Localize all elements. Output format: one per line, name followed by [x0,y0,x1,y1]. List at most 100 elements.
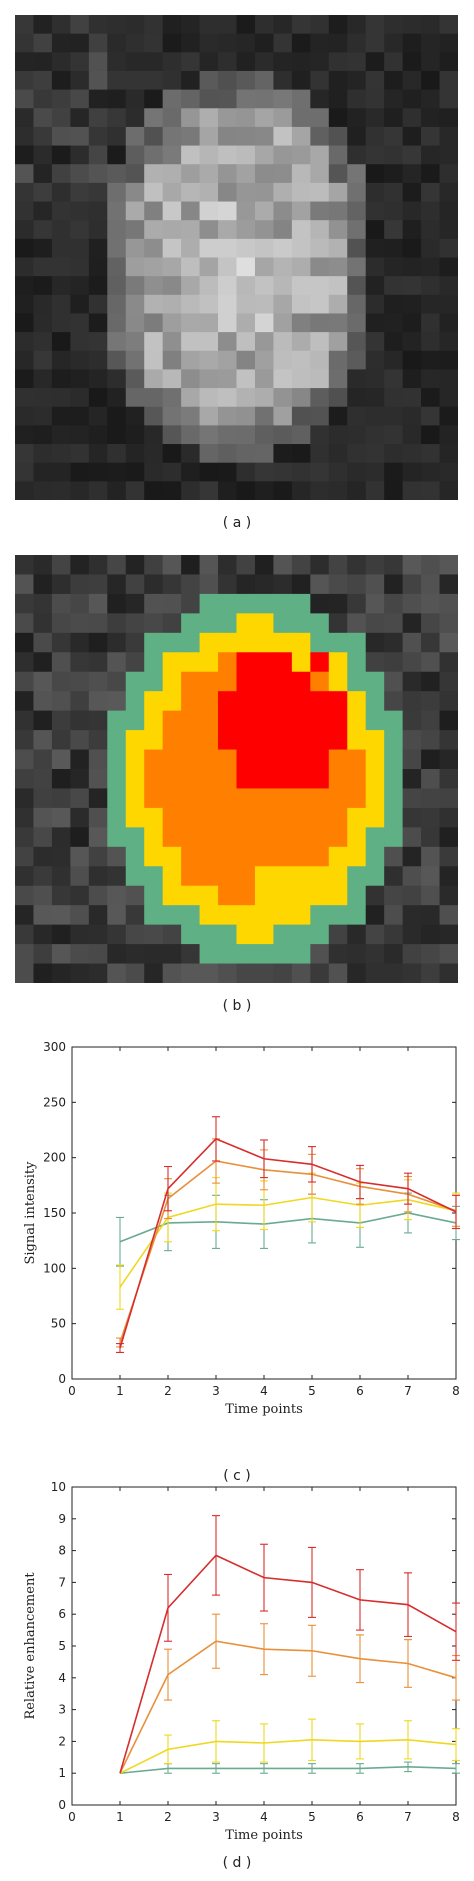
pixel [236,963,256,983]
pixel [199,220,219,240]
pixel [347,369,367,389]
pixel [236,369,256,389]
pixel [347,866,367,887]
pixel [88,313,108,333]
pixel [218,827,237,848]
pixel [310,164,330,184]
pixel [365,574,385,595]
pixel [33,555,53,575]
x-tick-label: 0 [68,1384,76,1398]
pixel [328,963,348,983]
pixel [421,182,441,203]
pixel [107,182,127,203]
pixel [15,201,34,221]
pixel [236,406,256,426]
pixel [236,769,256,789]
pixel [384,691,404,712]
pixel [310,885,330,906]
pixel [144,555,164,575]
pixel [144,593,164,614]
pixel [310,238,330,258]
pixel [402,126,422,147]
pixel [107,924,127,945]
pixel [144,52,164,72]
pixel [51,15,71,35]
pixel [70,691,90,712]
pixel [402,313,422,333]
pixel [402,924,422,945]
pixel [88,89,108,109]
pixel [51,652,71,673]
pixel [199,963,219,983]
pixel [107,388,127,408]
pixel [88,749,108,770]
pixel [236,905,256,926]
pixel [125,332,145,352]
pixel [365,350,385,370]
pixel [199,827,219,848]
pixel [51,350,71,370]
pixel [384,126,404,147]
pixel [144,710,164,731]
pixel [15,827,34,848]
pixel [328,827,348,848]
pixel [421,710,441,731]
pixel [236,108,256,128]
pixel [107,905,127,926]
pixel [291,885,311,906]
pixel [254,238,274,258]
pixel [70,108,90,128]
pixel [254,182,274,203]
pixel [236,220,256,240]
pixel [254,788,274,809]
pixel [402,425,422,445]
series-line [119,1137,457,1349]
pixel [107,963,127,983]
pixel [254,652,274,673]
pixel [181,827,201,848]
pixel [88,481,108,500]
pixel [328,462,348,482]
pixel [107,313,127,333]
pixel [162,388,182,408]
pixel [365,425,385,445]
pixel [236,593,256,614]
pixel [439,613,458,634]
pixel [15,905,34,926]
pixel [291,652,311,673]
pixel [310,593,330,614]
pixel [107,710,127,731]
pixel [70,350,90,370]
pixel [384,108,404,128]
pixel [33,710,53,731]
x-tick-label: 6 [356,1810,364,1824]
pixel [365,201,385,221]
pixel [421,33,441,53]
pixel [254,749,274,770]
pixel [273,944,293,965]
pixel [51,924,71,945]
pixel [365,444,385,464]
pixel [384,846,404,867]
pixel [51,481,71,500]
pixel [347,671,367,692]
pixel [254,294,274,314]
pixel [291,730,311,751]
pixel [310,294,330,314]
pixel [199,593,219,614]
pixel [439,730,458,751]
pixel [181,885,201,906]
pixel [328,220,348,240]
pixel [421,944,441,965]
pixel [421,632,441,653]
pixel [125,462,145,482]
pixel [421,388,441,408]
pixel [88,369,108,389]
pixel [421,164,441,184]
pixel [125,388,145,408]
pixel [162,963,182,983]
pixel [347,220,367,240]
pixel [421,276,441,296]
pixel [51,257,71,277]
pixel [88,238,108,258]
